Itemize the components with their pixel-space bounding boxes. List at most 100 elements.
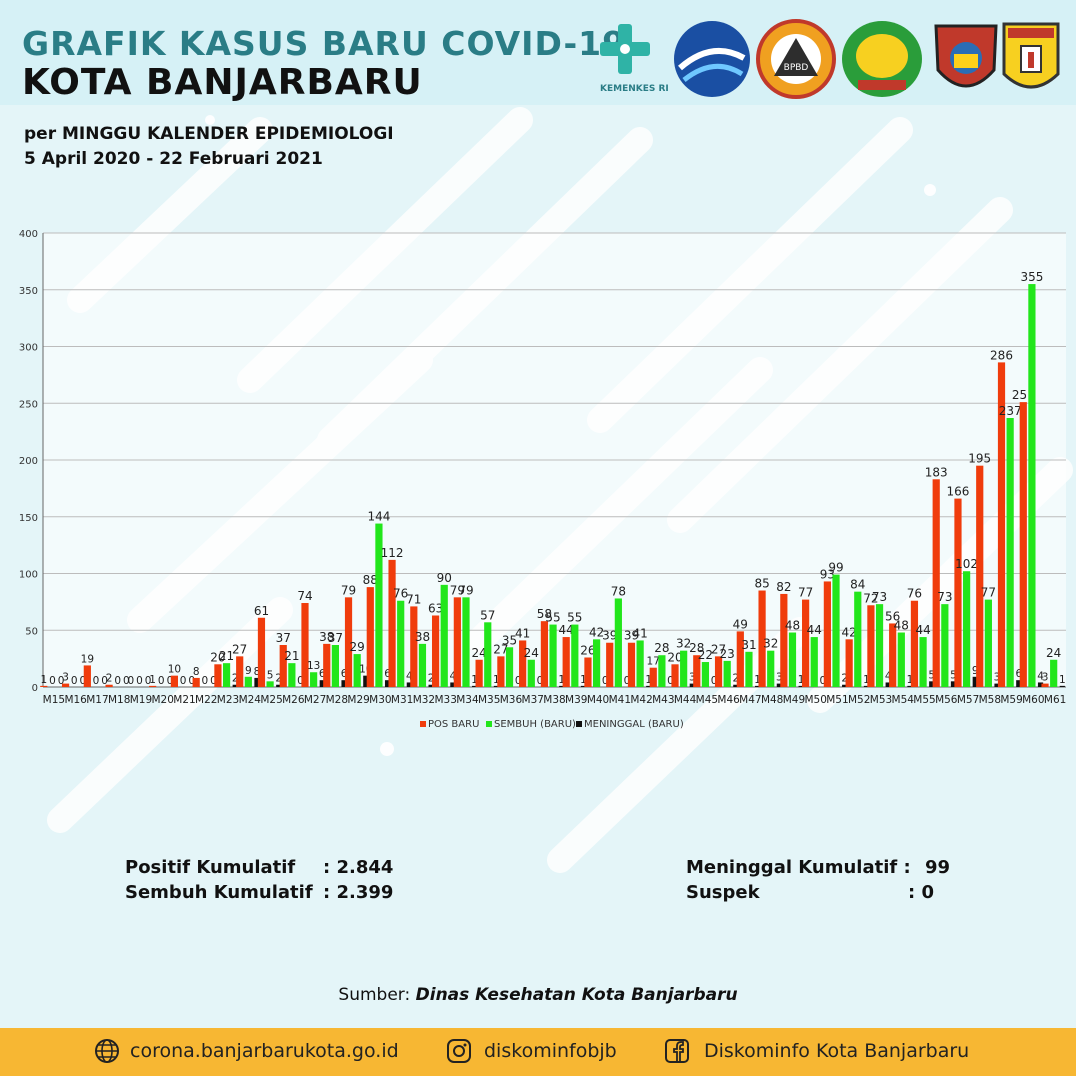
data-label: 0	[297, 675, 304, 687]
data-label: 1	[471, 674, 478, 686]
footer-bar: corona.banjarbarukota.go.id diskominfobj…	[0, 1028, 1076, 1076]
bar-pos-baru-M34	[453, 597, 461, 687]
bar-sembuh-baru--M42	[636, 640, 644, 687]
data-label: 21	[284, 649, 299, 663]
bar-meninggal-baru--M25	[276, 684, 282, 687]
x-tick-label: M60	[1022, 694, 1044, 706]
antasari-logo	[842, 21, 922, 97]
data-label: 0	[167, 675, 174, 687]
x-tick-label: M56	[935, 694, 958, 706]
data-label: 0	[624, 675, 631, 687]
bar-sembuh-baru--M56	[941, 604, 949, 687]
bpbd-logo: BPBD	[756, 19, 836, 99]
footer-instagram-link[interactable]: diskominfobjb	[484, 1040, 617, 1062]
data-label: 41	[632, 626, 647, 640]
data-label: 35	[502, 633, 517, 647]
bar-pos-baru-M60	[1019, 402, 1027, 687]
data-label: 1	[40, 674, 47, 686]
x-tick-label: M22	[195, 694, 217, 706]
bar-pos-baru-M30	[366, 587, 374, 687]
bar-sembuh-baru--M57	[963, 571, 971, 687]
bar-pos-baru-M42	[627, 642, 636, 687]
bar-meninggal-baru--M35	[493, 685, 500, 687]
banjarbaru-logo	[1002, 22, 1060, 89]
data-label: 99	[828, 561, 843, 575]
x-tick-label: M50	[804, 694, 826, 706]
data-label: 0	[145, 675, 152, 687]
bar-sembuh-baru--M23	[222, 663, 231, 687]
data-label: 237	[999, 404, 1022, 418]
bar-sembuh-baru--M38	[549, 624, 557, 687]
data-label: 76	[393, 587, 408, 601]
bar-sembuh-baru--M50	[810, 637, 818, 687]
data-label: 27	[493, 642, 508, 656]
data-label: 88	[363, 573, 378, 587]
x-tick-label: M21	[173, 694, 195, 706]
data-label: 29	[350, 640, 365, 654]
data-label: 0	[136, 675, 143, 687]
x-tick-label: M34	[456, 694, 479, 706]
data-label: 5	[950, 669, 957, 681]
data-label: 0	[71, 675, 78, 687]
data-label: 44	[915, 623, 930, 637]
data-label: 2	[732, 673, 739, 685]
bar-pos-baru-M44	[671, 664, 679, 687]
x-tick-label: M35	[478, 694, 500, 706]
y-tick-label: 400	[19, 229, 38, 240]
data-label: 3	[776, 672, 783, 684]
x-tick-label: M37	[522, 694, 544, 706]
data-label: 27	[232, 642, 247, 656]
data-label: 1	[149, 674, 156, 686]
data-label: 102	[955, 557, 978, 571]
data-label: 0	[602, 675, 609, 687]
bar-meninggal-baru--M33	[450, 682, 456, 687]
footer-website-link[interactable]: corona.banjarbarukota.go.id	[130, 1040, 399, 1062]
data-label: 1	[907, 674, 914, 686]
bar-sembuh-baru--M39	[571, 624, 579, 687]
bar-pos-baru-M35	[475, 659, 483, 687]
bar-sembuh-baru--M58	[984, 599, 992, 687]
bar-pos-baru-M52	[845, 639, 853, 687]
bar-pos-baru-M59	[997, 362, 1006, 687]
bar-sembuh-baru--M34	[462, 597, 470, 687]
bar-meninggal-baru--M32	[428, 684, 434, 687]
x-tick-label: M46	[717, 694, 740, 706]
data-label: 42	[589, 625, 604, 639]
bar-pos-baru-M48	[758, 590, 766, 687]
data-label: 0	[188, 675, 195, 687]
bar-pos-baru-M16	[61, 683, 70, 687]
data-label: 55	[545, 611, 560, 625]
bar-pos-baru-M36	[497, 656, 505, 687]
bar-meninggal-baru--M47	[754, 685, 761, 687]
legend-swatch-sembuh	[486, 721, 492, 727]
data-label: 0	[711, 675, 718, 687]
x-tick-label: M59	[1000, 694, 1022, 706]
data-label: 4	[885, 670, 892, 682]
data-label: 3	[62, 672, 69, 684]
legend-meninggal: MENINGGAL (BARU)	[576, 719, 684, 730]
bar-pos-baru-M17	[83, 665, 91, 687]
meninggal-kumulatif-value: 99	[925, 857, 951, 878]
data-label: 23	[720, 647, 735, 661]
bar-sembuh-baru--M47	[745, 651, 753, 687]
bar-sembuh-baru--M31	[397, 600, 405, 687]
bar-pos-baru-M26	[279, 645, 287, 687]
data-label: 3	[1042, 672, 1049, 684]
x-tick-label: M51	[826, 694, 848, 706]
x-tick-label: M52	[848, 694, 870, 706]
bar-meninggal-baru--M49	[798, 685, 804, 687]
data-label: 77	[798, 586, 813, 600]
y-tick-label: 350	[19, 286, 38, 297]
x-tick-label: M23	[217, 694, 239, 706]
x-tick-label: M38	[543, 694, 565, 706]
bar-meninggal-baru--M58	[994, 683, 1000, 687]
data-label: 71	[406, 592, 421, 606]
data-label: 5	[928, 669, 935, 681]
footer-facebook-link[interactable]: Diskominfo Kota Banjarbaru	[704, 1040, 970, 1062]
bar-pos-baru-M38	[540, 621, 549, 687]
data-label: 48	[894, 619, 909, 633]
data-label: 0	[180, 675, 187, 687]
legend-swatch-meninggal	[576, 721, 582, 727]
x-tick-label: M31	[391, 694, 413, 706]
data-label: 1	[493, 674, 500, 686]
